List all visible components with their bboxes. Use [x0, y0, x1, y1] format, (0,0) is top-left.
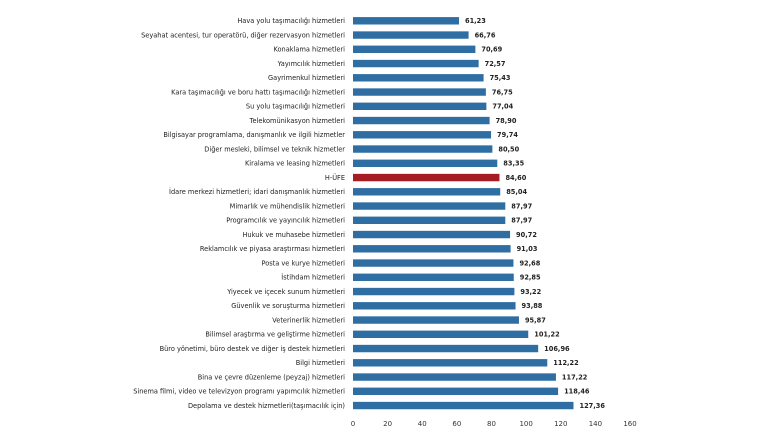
category-label: Reklamcılık ve piyasa araştırması hizmet… [200, 245, 345, 253]
category-label: Hava yolu taşımacılığı hizmetleri [237, 17, 345, 25]
category-label: Güvenlik ve soruşturma hizmetleri [231, 302, 345, 310]
bar [353, 387, 559, 395]
value-label: 61,23 [465, 17, 486, 25]
bar [353, 116, 490, 125]
x-tick-label: 120 [554, 420, 567, 428]
bar [353, 259, 514, 267]
value-label: 101,22 [534, 331, 560, 339]
value-label: 93,22 [520, 288, 541, 296]
value-label: 92,68 [519, 259, 540, 267]
bar [353, 45, 476, 53]
category-label: Posta ve kurye hizmetleri [261, 259, 345, 267]
value-label: 93,88 [522, 302, 543, 310]
category-label: Yayımcılık hizmetleri [277, 60, 345, 68]
value-label: 66,76 [475, 31, 496, 39]
x-tick-label: 100 [519, 420, 532, 428]
bar [353, 102, 487, 110]
value-label: 87,97 [511, 217, 532, 225]
category-label: Gayrimenkul hizmetleri [268, 74, 345, 82]
x-tick-label: 20 [383, 420, 392, 428]
value-label: 112,22 [553, 359, 579, 367]
bar [353, 230, 511, 239]
category-label: Bilgi hizmetleri [296, 359, 345, 367]
bar [353, 316, 519, 324]
value-label: 90,72 [516, 231, 537, 239]
value-label: 75,43 [490, 74, 511, 82]
category-label: Su yolu taşımacılığı hizmetleri [246, 103, 345, 111]
value-label: 70,69 [481, 46, 502, 54]
bar [353, 17, 460, 25]
category-label: Bilgisayar programlama, danışmanlık ve i… [163, 131, 345, 139]
bar-highlight [353, 173, 500, 182]
bar [353, 344, 539, 353]
bars [353, 17, 574, 410]
bar [353, 59, 479, 68]
x-tick-label: 60 [452, 420, 461, 428]
category-label: Büro yönetimi, büro destek ve diğer iş d… [160, 345, 346, 353]
x-axis-ticks: 0 20 40 60 80 100 120 140 160 [351, 420, 637, 428]
bar [353, 373, 556, 381]
x-tick-label: 0 [351, 420, 355, 428]
value-label: 84,60 [505, 174, 526, 182]
value-label: 106,96 [544, 345, 570, 353]
category-labels: Hava yolu taşımacılığı hizmetleri Seyahat… [133, 17, 345, 410]
x-tick-label: 80 [487, 420, 496, 428]
category-label: Hukuk ve muhasebe hizmetleri [242, 231, 345, 239]
bar [353, 302, 516, 310]
value-labels: 61,23 66,76 70,69 72,57 75,43 76,75 77,04 78,90… [465, 17, 605, 410]
category-label: Kiralama ve leasing hizmetleri [245, 160, 345, 168]
category-label: Yiyecek ve içecek sunum hizmetleri [226, 288, 345, 296]
bar [353, 145, 493, 153]
bar [353, 88, 486, 96]
bar [353, 188, 501, 196]
value-label: 95,87 [525, 316, 546, 324]
bar [353, 202, 506, 210]
category-label: İstihdam hizmetleri [281, 273, 345, 282]
bar [353, 330, 529, 338]
category-label: Seyahat acentesi, tur operatörü, diğer r… [141, 31, 345, 39]
category-label: Bina ve çevre düzenleme (peyzaj) hizmetl… [198, 373, 345, 381]
value-label: 87,97 [511, 202, 532, 210]
x-tick-label: 140 [589, 420, 602, 428]
value-label: 118,46 [564, 388, 590, 396]
category-label: Konaklama hizmetleri [274, 46, 346, 54]
bar [353, 287, 515, 296]
category-label: Telekomünikasyon hizmetleri [249, 117, 346, 125]
x-tick-label: 40 [418, 420, 427, 428]
value-label: 92,85 [520, 274, 541, 282]
bar [353, 273, 514, 281]
category-label: Veterinerlik hizmetleri [272, 316, 345, 324]
bar [353, 401, 574, 410]
category-label: İdare merkezi hizmetleri; idari danışman… [169, 187, 345, 196]
value-label: 83,35 [503, 160, 524, 168]
bar [353, 245, 511, 253]
value-label: 72,57 [485, 60, 506, 68]
value-label: 127,36 [579, 402, 605, 410]
category-label: Depolama ve destek hizmetleri(taşımacılı… [188, 402, 345, 410]
bar [353, 359, 548, 367]
category-label: Kara taşımacılığı ve boru hattı taşımacı… [171, 88, 345, 96]
x-tick-label: 160 [623, 420, 636, 428]
value-label: 91,03 [517, 245, 538, 253]
value-label: 85,04 [506, 188, 527, 196]
value-label: 78,90 [496, 117, 517, 125]
category-label: Sinema filmi, video ve televizyon progra… [133, 388, 345, 396]
category-label: Mimarlık ve mühendislik hizmetleri [230, 202, 346, 210]
bar [353, 74, 484, 82]
category-label: H-ÜFE [325, 173, 345, 182]
bar [353, 31, 469, 39]
category-label: Bilimsel araştırma ve geliştirme hizmetl… [205, 331, 345, 339]
bar [353, 131, 492, 139]
category-label: Diğer mesleki, bilimsel ve teknik hizmet… [204, 145, 345, 153]
value-label: 76,75 [492, 88, 513, 96]
value-label: 117,22 [562, 373, 588, 381]
bar [353, 159, 498, 167]
value-label: 77,04 [492, 103, 513, 111]
value-label: 79,74 [497, 131, 518, 139]
value-label: 80,50 [498, 145, 519, 153]
category-label: Programcılık ve yayıncılık hizmetleri [226, 217, 345, 225]
bar [353, 216, 506, 224]
